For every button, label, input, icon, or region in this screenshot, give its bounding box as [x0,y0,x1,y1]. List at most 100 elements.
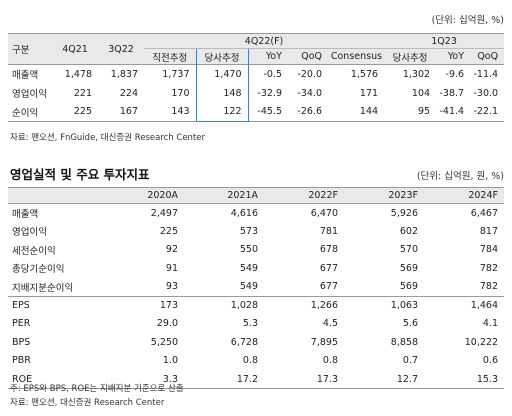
cell: 92 [165,244,178,256]
cell: -26.6 [297,106,322,118]
header-group-4q22f: 4Q22(F) [144,33,385,49]
row-label: 세전순이익 [12,245,56,257]
cell: 5.6 [402,318,418,330]
header-group-1q23: 1Q23 [384,33,505,49]
table-row: PBR 1.0 0.8 0.8 0.7 0.6 [8,352,504,371]
table2-unit: (단위: 십억원, 원, %) [416,171,504,182]
cell: 1,470 [195,64,249,84]
header-4q21: 4Q21 [52,33,98,65]
annual-indicators-table: 2020A 2021A 2022F 2023F 2024F 매출액 2,497 … [8,187,504,389]
cell: 104 [411,87,431,99]
cell: -32.9 [257,87,282,99]
cell: 677 [319,281,338,292]
table-row: 영업이익 221 224 170 148 -32.9 -34.0 171 104… [8,83,504,103]
cell: 570 [399,244,418,256]
quarterly-earnings-table: 구분 4Q21 3Q22 4Q22(F) 1Q23 직전추정 당사추정 YoY … [8,33,505,122]
cell: 171 [359,87,379,99]
row-label: BPS [12,336,31,348]
cell: 677 [319,262,338,274]
header-blank [8,188,104,204]
cell: 0.8 [322,355,338,367]
cell: 1,063 [390,300,418,311]
cell: 15.3 [476,373,498,385]
subheader: QoQ [477,51,499,62]
cell: 573 [239,225,258,237]
cell: -20.0 [297,68,322,80]
cell: 225 [159,225,178,237]
row-label: EPS [12,300,30,311]
cell: 549 [239,262,258,274]
cell: 549 [239,281,258,292]
cell: 93 [165,281,178,292]
cell: 784 [479,244,498,256]
cell: 4,616 [230,207,258,219]
cell: 6,728 [230,336,258,348]
subheader: 당사추정 [195,48,249,65]
cell: 5.3 [242,318,258,330]
cell: 781 [319,225,338,237]
cell: 173 [159,300,178,311]
cell: 6,467 [470,207,498,219]
table-row: 총당기순이익 91 549 677 569 782 [8,259,504,278]
cell: -34.0 [297,87,322,99]
row-label: 영업이익 [12,89,47,100]
cell: 1.0 [162,355,178,367]
row-label: 영업이익 [12,227,47,239]
row-label: 총당기순이익 [12,264,65,276]
cell: 782 [479,262,498,274]
cell: -38.7 [439,87,465,99]
cell: 122 [195,102,249,122]
cell: 17.3 [316,373,338,385]
table-row: PER 29.0 5.3 4.5 5.6 4.1 [8,315,504,334]
cell: 1,737 [162,68,190,80]
row-label: 매출액 [12,70,39,82]
table2-note: 주: EPS와 BPS, ROE는 지배지분 기준으로 산출 [10,384,184,394]
column-header: 2024F [468,190,498,201]
cell: -45.5 [257,106,282,118]
row-label: 순이익 [12,107,39,119]
cell: 569 [399,281,418,292]
cell: 7,895 [310,336,338,348]
cell: 569 [399,262,418,274]
subheader: QoQ [301,51,322,62]
cell: 5,250 [150,336,178,348]
cell: 1,302 [402,68,431,80]
row-label: PER [12,318,31,330]
cell: 17.2 [236,373,258,385]
cell: 817 [479,225,498,237]
row-label: PBR [12,355,31,367]
cell: -22.1 [473,106,499,118]
cell: 2,497 [150,207,178,219]
cell: -30.0 [473,87,499,99]
cell: 1,028 [230,300,258,311]
cell: 224 [119,87,138,99]
subheader: Consensus [330,51,383,62]
row-label: 지배지분순이익 [12,282,74,294]
cell: -0.5 [263,68,282,80]
cell: 0.7 [402,355,418,367]
cell: 148 [195,83,249,103]
cell: 170 [171,87,190,99]
table2-source: 자료: 팬오션, 대신증권 Research Center [10,398,165,408]
cell: 1,464 [470,300,498,311]
cell: 0.8 [242,355,258,367]
section-title: 영업실적 및 주요 투자지표 [10,167,150,182]
cell: 143 [171,106,190,118]
row-label: ROE [12,373,33,385]
cell: -9.6 [445,68,465,80]
cell: 678 [319,244,338,256]
table-row: ROE 3.3 17.2 17.3 12.7 15.3 [8,370,504,389]
cell: 95 [417,106,431,118]
subheader: YoY [265,51,282,62]
cell: -41.4 [439,106,465,118]
table-row: 세전순이익 92 550 678 570 784 [8,241,504,260]
cell: 1,478 [64,68,92,80]
column-header: 2023F [388,190,418,201]
cell: 3.3 [162,373,178,385]
table-row: 영업이익 225 573 781 602 817 [8,222,504,241]
cell: 8,858 [390,336,418,348]
cell: 1,837 [110,68,138,80]
column-header: 2020A [147,190,178,201]
cell: 10,222 [464,336,498,348]
cell: 29.0 [156,318,178,330]
